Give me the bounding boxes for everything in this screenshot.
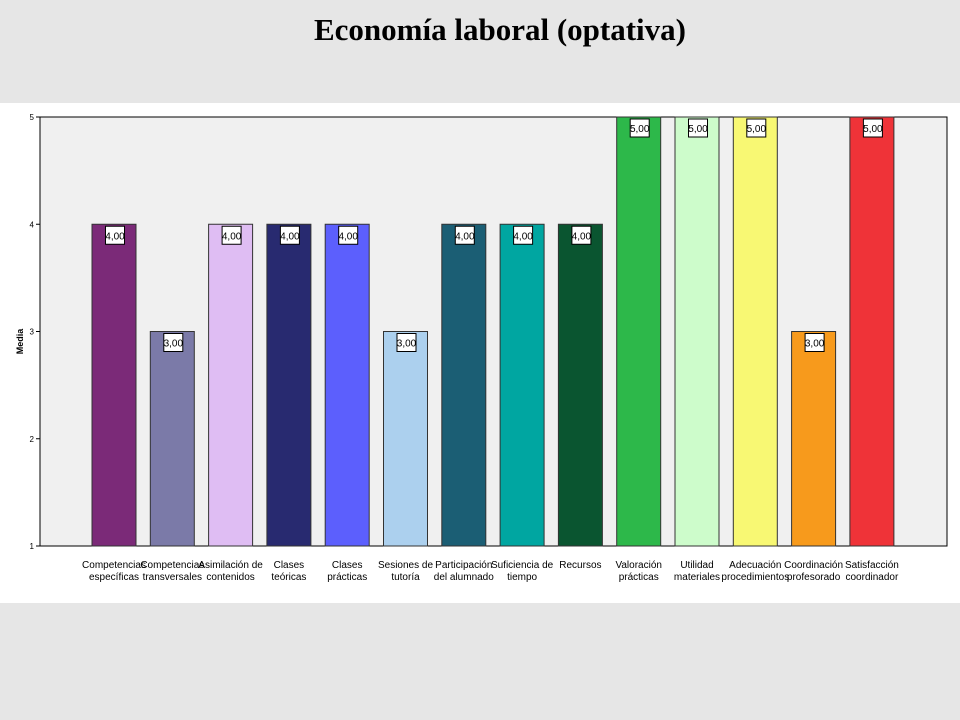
data-label-box [221, 225, 242, 245]
y-tick-label: 5 [30, 113, 35, 122]
category-label: Sesiones de [378, 560, 433, 571]
data-label-box [454, 225, 475, 245]
data-label: 5,00 [747, 124, 767, 135]
category-label: del alumnado [434, 572, 494, 583]
category-label: contenidos [206, 572, 254, 583]
bar [616, 116, 662, 547]
data-label-box [629, 118, 650, 138]
bar [324, 223, 370, 547]
bar [149, 331, 195, 547]
data-label: 3,00 [164, 339, 184, 350]
category-label: coordinador [845, 572, 898, 583]
data-label: 3,00 [397, 339, 417, 350]
bar [791, 331, 837, 547]
category-label: procedimientos [721, 572, 789, 583]
data-label: 4,00 [572, 231, 592, 242]
data-label: 4,00 [280, 231, 300, 242]
category-label: teóricas [271, 572, 306, 583]
bar [266, 223, 312, 547]
bar [91, 223, 137, 547]
category-label: Suficiencia de [491, 560, 554, 571]
data-label-box [862, 118, 883, 138]
y-tick-label: 2 [30, 435, 35, 444]
data-label: 4,00 [338, 231, 358, 242]
y-tick-label: 3 [30, 328, 35, 337]
category-label: Competencias [82, 560, 146, 571]
data-label: 4,00 [455, 231, 475, 242]
y-axis-label: Media [15, 328, 25, 355]
category-label: prácticas [619, 572, 659, 583]
y-tick-label: 1 [30, 542, 35, 551]
category-label: específicas [89, 572, 139, 583]
bar [441, 223, 487, 547]
category-label: Coordinación [784, 560, 843, 571]
category-label: Clases [332, 560, 363, 571]
data-label: 4,00 [105, 231, 125, 242]
category-label: profesorado [787, 572, 841, 583]
data-label-box [338, 225, 359, 245]
data-label-box [105, 225, 125, 245]
data-label-box [163, 333, 184, 352]
data-label-box [513, 225, 534, 245]
data-label-box [396, 333, 417, 352]
page-title: Economía laboral (optativa) [314, 12, 686, 47]
bar [732, 116, 778, 547]
bar [557, 223, 603, 547]
data-label: 4,00 [222, 231, 242, 242]
data-label: 3,00 [805, 339, 825, 350]
bar [383, 331, 428, 547]
category-label: Adecuación [729, 560, 781, 571]
data-label-box [571, 225, 592, 245]
category-label: Recursos [559, 560, 601, 571]
data-label: 4,00 [513, 231, 533, 242]
bar [208, 223, 254, 547]
category-label: prácticas [327, 572, 367, 583]
data-label: 5,00 [688, 124, 708, 135]
category-label: Asimilación de [198, 560, 263, 571]
chart-panel: 1 2 3 4 5 Media 4,00 Competencias específicas 3,0… [0, 103, 960, 603]
category-label: materiales [674, 572, 720, 583]
category-label: tutoría [391, 572, 420, 583]
category-label: Participación [435, 560, 492, 571]
data-label: 5,00 [863, 124, 883, 135]
category-label: Utilidad [680, 560, 713, 571]
bar [674, 116, 720, 547]
bar [849, 116, 895, 547]
y-tick-label: 4 [30, 220, 35, 229]
data-label: 5,00 [630, 124, 650, 135]
data-label-box [746, 118, 767, 138]
data-label-box [804, 333, 825, 352]
category-label: transversales [143, 572, 202, 583]
category-label: Satisfacción [845, 560, 899, 571]
data-label-box [279, 225, 300, 245]
category-label: tiempo [507, 572, 537, 583]
category-label: Competencias [140, 560, 204, 571]
category-label: Clases [274, 560, 305, 571]
bar [499, 223, 545, 547]
category-label: Valoración [615, 560, 662, 571]
data-label-box [688, 118, 708, 138]
